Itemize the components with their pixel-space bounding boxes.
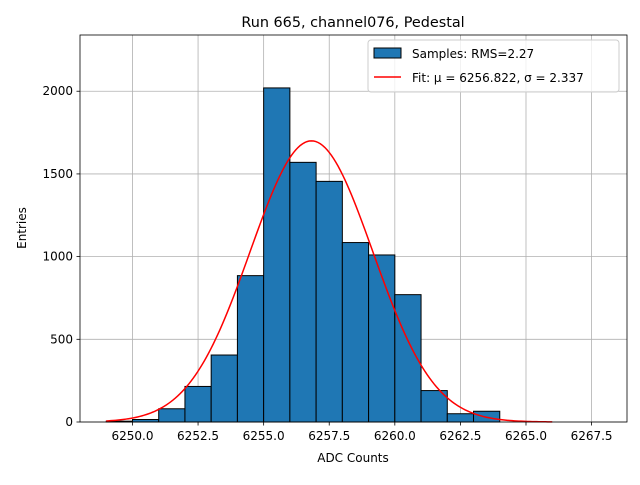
histogram-bar [289,161,317,423]
y-axis-ticks: 0 500 1000 1500 2000 [42,84,80,429]
y-tick-label: 2000 [42,84,73,98]
histogram-bars [105,87,501,423]
y-tick-label: 500 [50,332,73,346]
x-tick-label: 6265.0 [505,429,547,443]
histogram-bar [446,413,475,423]
histogram-bar [315,180,343,423]
histogram-bar [368,254,396,423]
x-axis-ticks: 6250.0 6252.5 6255.0 6257.5 6260.0 6262.5 6265… [111,422,613,443]
x-axis-label: ADC Counts [317,451,389,465]
x-tick-label: 6252.5 [177,429,219,443]
histogram-bar [236,275,265,423]
y-tick-label: 1500 [42,167,73,181]
x-tick-label: 6262.5 [439,429,481,443]
fit-curve [106,140,553,423]
legend: Samples: RMS=2.27 Fit: μ = 6256.822, σ =… [367,39,620,93]
legend-label-histogram: Samples: RMS=2.27 [412,47,534,61]
x-tick-label: 6257.5 [308,429,350,443]
legend-label-fit: Fit: μ = 6256.822, σ = 2.337 [412,71,584,85]
histogram-bar [263,87,291,423]
x-tick-label: 6255.0 [243,429,285,443]
histogram-bar [420,390,448,423]
histogram-bar [158,408,186,423]
y-tick-label: 0 [65,415,73,429]
histogram-bar [184,385,212,423]
legend-box [367,39,620,93]
y-tick-label: 1000 [42,250,73,264]
x-tick-label: 6250.0 [111,429,153,443]
legend-swatch-histogram [373,47,402,59]
x-tick-label: 6260.0 [374,429,416,443]
y-axis-label: Entries [15,207,29,249]
histogram-bar [210,354,238,423]
x-tick-label: 6267.5 [571,429,613,443]
histogram-bar [341,242,370,423]
chart-title: Run 665, channel076, Pedestal [241,15,464,31]
plot-frame [79,34,628,423]
